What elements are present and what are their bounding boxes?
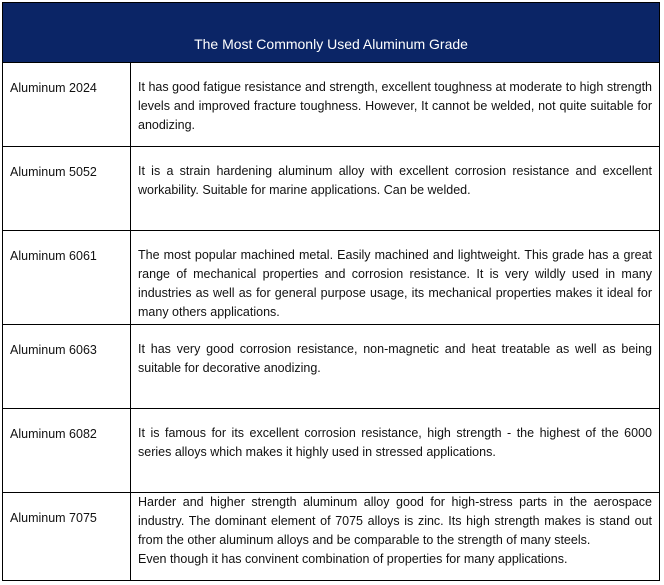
- table-title: The Most Commonly Used Aluminum Grade: [194, 36, 468, 52]
- grade-name: Aluminum 7075: [10, 511, 97, 525]
- grade-cell: Aluminum 6082: [3, 409, 131, 492]
- grade-name: Aluminum 6061: [10, 249, 97, 263]
- grade-name: Aluminum 2024: [10, 81, 97, 95]
- table-row: Aluminum 6061 The most popular machined …: [3, 231, 659, 325]
- grade-cell: Aluminum 6063: [3, 325, 131, 408]
- description-note: Even though it has convinent combination…: [138, 552, 568, 566]
- table-row: Aluminum 7075 Harder and higher strength…: [3, 493, 659, 580]
- description-cell: It is a strain hardening aluminum alloy …: [131, 147, 659, 230]
- grade-cell: Aluminum 7075: [3, 493, 131, 580]
- description-text: Harder and higher strength aluminum allo…: [138, 495, 652, 547]
- table-row: Aluminum 2024 It has good fatigue resist…: [3, 63, 659, 147]
- description-text: It is famous for its excellent corrosion…: [138, 426, 652, 459]
- table-row: Aluminum 6063 It has very good corrosion…: [3, 325, 659, 409]
- description-cell: Harder and higher strength aluminum allo…: [131, 493, 659, 580]
- description-text: The most popular machined metal. Easily …: [138, 248, 652, 319]
- description-cell: The most popular machined metal. Easily …: [131, 231, 659, 324]
- description-cell: It is famous for its excellent corrosion…: [131, 409, 659, 492]
- description-text: It has very good corrosion resistance, n…: [138, 342, 652, 375]
- grade-cell: Aluminum 5052: [3, 147, 131, 230]
- grade-cell: Aluminum 2024: [3, 63, 131, 146]
- table-header: The Most Commonly Used Aluminum Grade: [3, 3, 659, 63]
- table-row: Aluminum 6082 It is famous for its excel…: [3, 409, 659, 493]
- description-text: It is a strain hardening aluminum alloy …: [138, 164, 652, 197]
- description-cell: It has very good corrosion resistance, n…: [131, 325, 659, 408]
- grade-cell: Aluminum 6061: [3, 231, 131, 324]
- table-row: Aluminum 5052 It is a strain hardening a…: [3, 147, 659, 231]
- grade-name: Aluminum 6082: [10, 427, 97, 441]
- description-text: It has good fatigue resistance and stren…: [138, 80, 652, 132]
- description-cell: It has good fatigue resistance and stren…: [131, 63, 659, 146]
- grade-name: Aluminum 5052: [10, 165, 97, 179]
- grade-name: Aluminum 6063: [10, 343, 97, 357]
